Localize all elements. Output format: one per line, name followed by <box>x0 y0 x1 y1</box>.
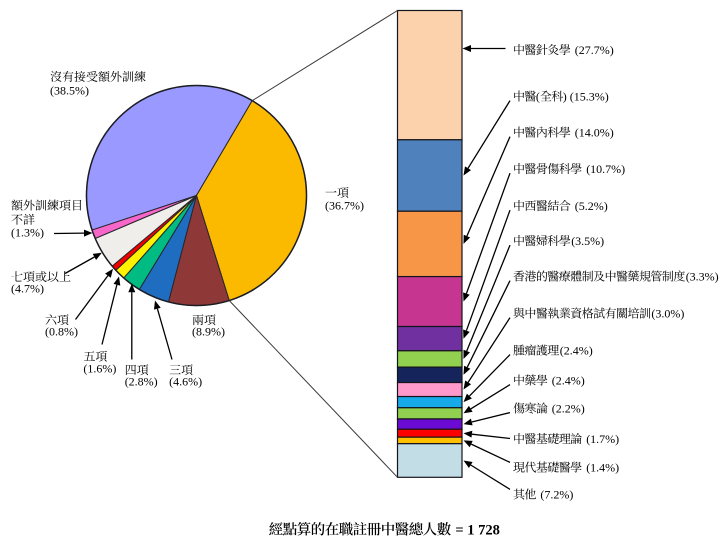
svg-text:(: ( <box>536 90 540 104</box>
svg-text:(0.8%): (0.8%) <box>45 324 78 338</box>
svg-text:(36.7%): (36.7%) <box>325 199 364 213</box>
svg-text:(27.7%): (27.7%) <box>575 43 614 57</box>
svg-text:(4.6%): (4.6%) <box>169 374 202 388</box>
svg-text:(3.3%): (3.3%) <box>686 270 719 284</box>
svg-text:(10.7%): (10.7%) <box>586 162 625 176</box>
svg-text:(1.7%): (1.7%) <box>586 432 619 446</box>
svg-text:(14.0%): (14.0%) <box>575 126 614 140</box>
svg-text:(2.4%): (2.4%) <box>560 344 593 358</box>
svg-text:(1.3%): (1.3%) <box>11 226 44 240</box>
svg-text:(4.7%): (4.7%) <box>11 281 44 295</box>
svg-text:(8.9%): (8.9%) <box>192 324 225 338</box>
svg-text:(2.8%): (2.8%) <box>125 374 158 388</box>
svg-text:) (15.3%): ) (15.3%) <box>563 90 609 104</box>
svg-text:(5.2%): (5.2%) <box>575 199 608 213</box>
svg-text:(38.5%): (38.5%) <box>50 84 89 98</box>
svg-text:= 1 728: = 1 728 <box>455 522 500 538</box>
svg-text:(2.4%): (2.4%) <box>552 374 585 388</box>
svg-text:(2.2%): (2.2%) <box>552 402 585 416</box>
svg-text:(1.4%): (1.4%) <box>586 461 619 475</box>
svg-text:(7.2%): (7.2%) <box>540 488 573 502</box>
svg-text:(3.5%): (3.5%) <box>571 234 604 248</box>
svg-text:(1.6%): (1.6%) <box>83 362 116 376</box>
svg-text:(3.0%): (3.0%) <box>651 307 684 321</box>
